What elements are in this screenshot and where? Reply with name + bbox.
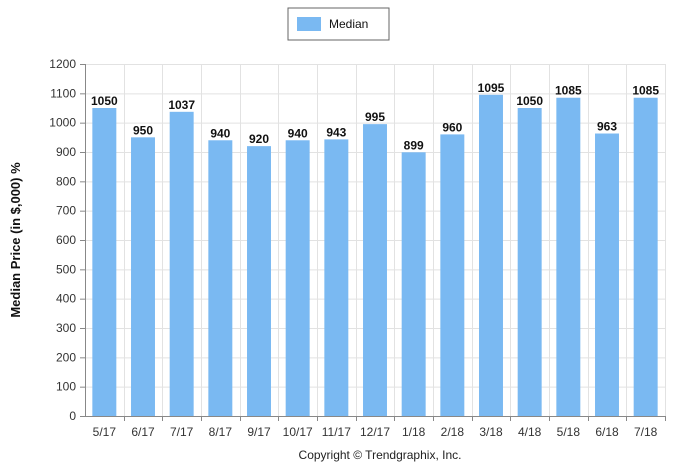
bar-5/17 <box>92 108 117 416</box>
y-axis-title: Median Price (in $,000) % <box>8 162 23 318</box>
chart-data-labels: 1050 950 1037 940 920 940 943 995 899 960 1095 1050… <box>91 81 659 152</box>
y-tick-label: 800 <box>56 174 76 188</box>
y-tick-label: 600 <box>56 233 76 247</box>
x-tick-label: 7/18 <box>634 425 658 439</box>
data-label: 940 <box>288 126 308 140</box>
y-tick-label: 1100 <box>50 86 76 100</box>
chart-legend: Median <box>287 7 390 41</box>
x-tick-label: 5/17 <box>93 425 117 439</box>
data-label: 940 <box>210 126 230 140</box>
bar-1/18 <box>401 152 426 416</box>
bar-10/17 <box>285 140 310 416</box>
bar-7/17 <box>169 111 194 417</box>
x-tick-label: 5/18 <box>557 425 581 439</box>
data-label: 1095 <box>478 81 505 95</box>
x-tick-label: 6/18 <box>595 425 619 439</box>
y-tick-label: 700 <box>56 204 76 218</box>
chart-axes: 0 100 200 300 400 500 600 700 800 900 1000 1100 1200… <box>49 57 666 439</box>
data-label: 943 <box>326 125 346 139</box>
data-label: 950 <box>133 123 153 137</box>
y-tick-label: 500 <box>56 262 76 276</box>
bar-6/17 <box>131 137 155 417</box>
x-tick-label: 4/18 <box>518 425 542 439</box>
legend-swatch-median <box>297 17 321 31</box>
bar-3/18 <box>479 94 503 417</box>
data-label: 1037 <box>168 98 195 112</box>
data-label: 920 <box>249 132 269 146</box>
bar-2/18 <box>440 134 465 416</box>
y-tick-label: 100 <box>56 380 76 394</box>
bar-12/17 <box>363 124 387 416</box>
x-tick-label: 12/17 <box>360 425 390 439</box>
data-label: 1085 <box>555 84 582 98</box>
bar-8/17 <box>208 140 233 416</box>
data-label: 1085 <box>632 84 659 98</box>
y-tick-label: 300 <box>56 321 76 335</box>
bar-6/18 <box>595 133 619 416</box>
data-label: 1050 <box>516 94 543 108</box>
x-tick-label: 7/17 <box>170 425 194 439</box>
x-tick-label: 3/18 <box>479 425 503 439</box>
data-label: 899 <box>404 138 424 152</box>
data-label: 960 <box>442 120 462 134</box>
y-tick-label: 400 <box>56 292 76 306</box>
bar-7/18 <box>633 97 658 416</box>
bar-9/17 <box>247 146 271 416</box>
x-tick-label: 10/17 <box>283 425 313 439</box>
x-tick-label: 8/17 <box>209 425 233 439</box>
x-tick-label: 6/17 <box>131 425 155 439</box>
legend-label-median: Median <box>329 17 368 31</box>
x-tick-label: 1/18 <box>402 425 426 439</box>
y-tick-label: 900 <box>56 145 76 159</box>
x-tick-label: 11/17 <box>322 425 351 439</box>
data-label: 963 <box>597 120 617 134</box>
data-label: 995 <box>365 110 385 124</box>
chart-bars <box>92 94 658 417</box>
bar-4/18 <box>517 108 542 416</box>
bar-11/17 <box>324 139 349 417</box>
copyright-footer: Copyright © Trendgraphix, Inc. <box>299 448 462 462</box>
x-tick-label: 9/17 <box>247 425 271 439</box>
y-tick-label: 200 <box>56 350 76 364</box>
x-tick-label: 2/18 <box>441 425 465 439</box>
y-tick-label: 0 <box>69 409 76 423</box>
y-tick-label: 1000 <box>49 116 76 130</box>
data-label: 1050 <box>91 94 118 108</box>
bar-5/18 <box>556 97 581 416</box>
y-tick-label: 1200 <box>49 57 76 71</box>
